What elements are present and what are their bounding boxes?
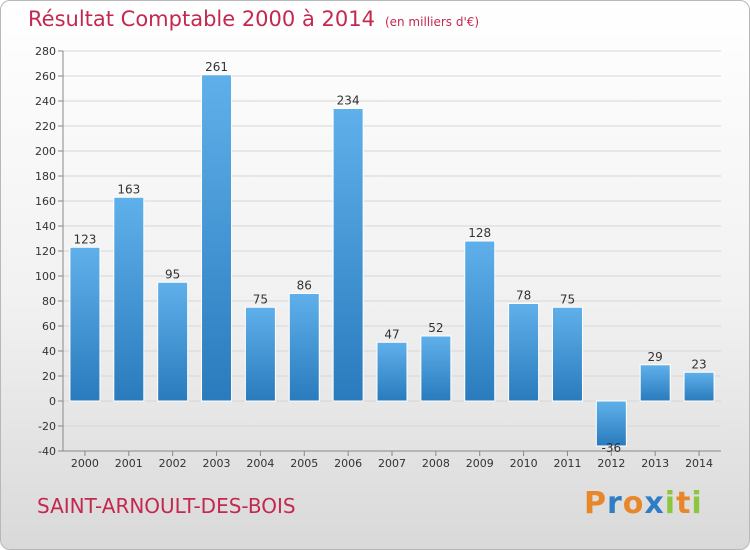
bar xyxy=(69,246,101,402)
y-tick-label: 60 xyxy=(42,320,56,333)
logo-letter: t xyxy=(676,486,692,521)
data-label: 23 xyxy=(691,357,706,371)
data-label: 78 xyxy=(516,289,531,303)
data-label: 75 xyxy=(253,292,268,306)
bar xyxy=(113,196,145,402)
x-tick-label: 2006 xyxy=(334,457,362,470)
y-tick-label: 280 xyxy=(35,45,56,58)
y-tick-label: 140 xyxy=(35,220,56,233)
y-tick-label: 80 xyxy=(42,295,56,308)
data-label: 47 xyxy=(384,327,399,341)
x-tick-label: 2007 xyxy=(378,457,406,470)
y-tick-label: 20 xyxy=(42,370,56,383)
data-label: 261 xyxy=(205,60,228,74)
x-tick-label: 2002 xyxy=(159,457,187,470)
bar xyxy=(683,371,715,402)
y-tick-label: 200 xyxy=(35,145,56,158)
x-tick-label: 2008 xyxy=(422,457,450,470)
y-tick-label: 40 xyxy=(42,345,56,358)
bar xyxy=(201,74,233,402)
x-tick-label: 2005 xyxy=(290,457,318,470)
bar xyxy=(157,281,189,402)
x-tick-label: 2004 xyxy=(246,457,274,470)
y-tick-label: -20 xyxy=(38,420,56,433)
data-label: 95 xyxy=(165,267,180,281)
x-tick-label: 2012 xyxy=(597,457,625,470)
chart-title-text: Résultat Comptable 2000 à 2014 xyxy=(28,7,375,31)
y-tick-label: 160 xyxy=(35,195,56,208)
logo-letter: i xyxy=(691,486,703,521)
y-tick-label: 260 xyxy=(35,70,56,83)
bar xyxy=(464,240,496,402)
y-tick-label: 240 xyxy=(35,95,56,108)
data-label: -36 xyxy=(602,441,622,455)
logo-letter: o xyxy=(622,486,645,521)
chart-subtitle: (en milliers d'€) xyxy=(384,15,480,29)
chart-title: Résultat Comptable 2000 à 2014 (en millie… xyxy=(28,7,479,31)
bar xyxy=(244,306,276,402)
bar xyxy=(288,293,320,402)
bar xyxy=(508,303,540,402)
x-tick-label: 2000 xyxy=(71,457,99,470)
x-tick-label: 2003 xyxy=(203,457,231,470)
data-label: 29 xyxy=(648,350,663,364)
x-tick-label: 2009 xyxy=(466,457,494,470)
bar xyxy=(639,364,671,402)
y-tick-label: 180 xyxy=(35,170,56,183)
logo-letter: i xyxy=(664,486,677,521)
data-label: 123 xyxy=(73,232,96,246)
bar xyxy=(551,306,583,402)
data-label: 128 xyxy=(468,226,491,240)
y-tick-label: -40 xyxy=(38,445,56,458)
x-tick-label: 2011 xyxy=(553,457,581,470)
commune-name: SAINT-ARNOULT-DES-BOIS xyxy=(37,494,296,518)
y-tick-label: 0 xyxy=(49,395,56,408)
y-tick-label: 120 xyxy=(35,245,56,258)
bar xyxy=(595,400,627,447)
data-label: 52 xyxy=(428,321,443,335)
x-tick-label: 2013 xyxy=(641,457,669,470)
bar xyxy=(376,341,408,402)
logo-letter: r xyxy=(607,486,623,521)
data-label: 86 xyxy=(297,279,312,293)
bar xyxy=(420,335,452,402)
data-label: 75 xyxy=(560,292,575,306)
data-label: 163 xyxy=(117,182,140,196)
logo-letter: P xyxy=(584,486,607,521)
x-tick-label: 2001 xyxy=(115,457,143,470)
bar xyxy=(332,108,364,402)
logo-letter: x xyxy=(644,486,665,521)
data-label: 234 xyxy=(337,94,360,108)
x-tick-label: 2010 xyxy=(510,457,538,470)
y-tick-label: 100 xyxy=(35,270,56,283)
x-tick-label: 2014 xyxy=(685,457,713,470)
proxiti-logo: Proxiti xyxy=(584,486,703,521)
y-tick-label: 220 xyxy=(35,120,56,133)
